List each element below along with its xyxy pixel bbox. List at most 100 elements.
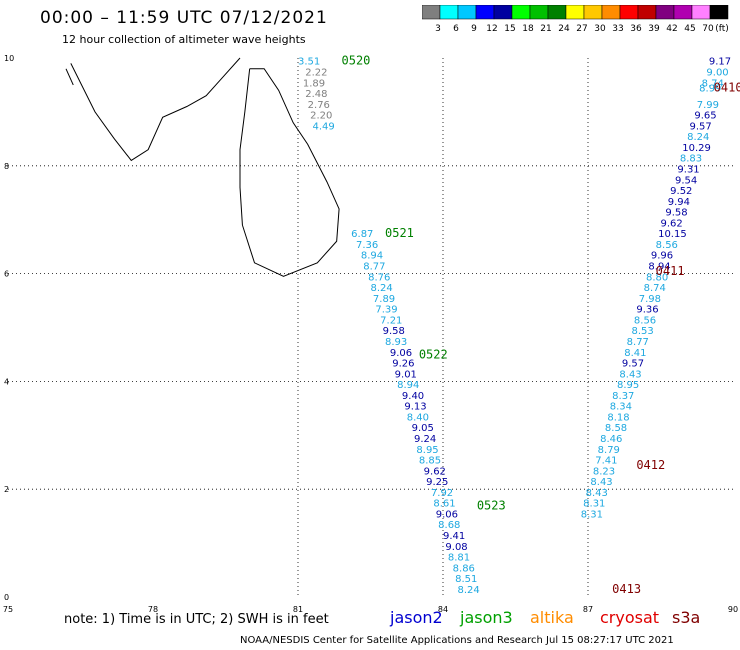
wave-height-label: 2.76 [308, 100, 330, 111]
wave-height-label: 7.41 [595, 456, 617, 467]
x-tick-label: 87 [583, 605, 593, 614]
wave-height-label: 8.61 [433, 499, 455, 510]
wave-height-label: 2.20 [310, 111, 332, 122]
pass-time-label: 0412 [636, 458, 665, 472]
wave-height-label: 8.94 [397, 380, 419, 391]
sri-lanka-coastline [239, 68, 340, 277]
colorbar-label: 70 [702, 24, 714, 34]
wave-height-label: 8.86 [453, 563, 475, 574]
wave-height-label: 8.79 [598, 445, 620, 456]
colorbar-label: 42 [666, 24, 677, 34]
wave-height-label: 3.51 [298, 57, 320, 68]
wave-height-label: 9.57 [690, 121, 712, 132]
footer-credit: NOAA/NESDIS Center for Satellite Applica… [240, 635, 674, 646]
wave-height-label: 9.57 [622, 359, 644, 370]
wave-height-label: 9.05 [412, 423, 434, 434]
legend-jason3: jason3 [460, 608, 513, 627]
wave-height-label: 7.98 [639, 294, 661, 305]
wave-height-label: 9.41 [443, 531, 465, 542]
wave-height-label: 9.52 [670, 186, 692, 197]
colorbar-label: 27 [576, 24, 587, 34]
wave-height-label: 7.36 [356, 240, 378, 251]
wave-height-label: 8.43 [586, 488, 608, 499]
wave-height-label: 8.81 [448, 553, 470, 564]
wave-height-label: 9.40 [402, 391, 424, 402]
colorbar-label: 6 [453, 24, 459, 34]
wave-height-label: 8.37 [612, 391, 634, 402]
wave-height-label: 8.77 [363, 262, 385, 273]
y-tick-label: 0 [4, 593, 9, 602]
wave-height-label: 9.31 [677, 164, 699, 175]
wave-height-label: 9.13 [404, 402, 426, 413]
coast-inlet [65, 68, 74, 86]
wave-height-label: 9.06 [390, 348, 412, 359]
wave-height-label: 4.49 [313, 121, 335, 132]
y-tick-label: 8 [4, 162, 9, 171]
wave-height-label: 7.39 [375, 305, 397, 316]
wave-height-label: 8.51 [455, 574, 477, 585]
wave-height-label: 7.92 [431, 488, 453, 499]
wave-height-label: 8.94 [361, 251, 383, 262]
wave-height-label: 1.89 [303, 78, 325, 89]
y-tick-label: 10 [4, 54, 14, 63]
wave-height-label: 9.65 [694, 111, 716, 122]
colorbar-label: 12 [486, 24, 497, 34]
wave-height-label: 9.94 [668, 197, 690, 208]
wave-height-label: 9.17 [709, 57, 731, 68]
wave-height-label: 8.95 [416, 445, 438, 456]
colorbar-label: 3 [435, 24, 441, 34]
wave-height-label: 8.77 [627, 337, 649, 348]
x-tick-label: 84 [438, 605, 448, 614]
pass-time-label: 0410 [714, 81, 740, 95]
wave-height-label: 8.95 [617, 380, 639, 391]
pass-time-label: 0521 [385, 226, 414, 240]
wave-height-label: 8.74 [644, 283, 666, 294]
wave-height-label: 9.25 [426, 477, 448, 488]
wave-height-label: 7.99 [697, 100, 719, 111]
wave-height-label: 8.74 [702, 78, 724, 89]
wave-height-label: 7.21 [380, 315, 402, 326]
wave-height-label: 8.34 [610, 402, 632, 413]
x-tick-label: 78 [148, 605, 158, 614]
colorbar-label: 9 [471, 24, 477, 34]
wave-height-label: 10.29 [682, 143, 711, 154]
wave-height-label: 8.68 [438, 520, 460, 531]
wave-height-label: 9.96 [651, 251, 673, 262]
colorbar-label: 36 [630, 24, 642, 34]
colorbar-label: 30 [594, 24, 606, 34]
wave-height-label: 8.85 [419, 456, 441, 467]
pass-time-label: 0523 [477, 498, 506, 512]
x-tick-label: 81 [293, 605, 303, 614]
wave-height-label: 10.15 [658, 229, 687, 240]
wave-height-label: 8.24 [687, 132, 709, 143]
wave-height-label: 9.58 [383, 326, 405, 337]
y-tick-label: 4 [4, 377, 9, 386]
colorbar-label: 45 [684, 24, 695, 34]
wave-height-label: 9.01 [395, 369, 417, 380]
wave-height-label: 6.87 [351, 229, 373, 240]
wave-height-label: 9.58 [665, 208, 687, 219]
wave-height-label: 2.48 [305, 89, 327, 100]
wave-height-label: 9.08 [445, 542, 467, 553]
y-tick-label: 2 [4, 485, 9, 494]
india-coastline [70, 57, 241, 162]
colorbar-label: 18 [522, 24, 534, 34]
wave-height-label: 8.76 [368, 272, 390, 283]
wave-height-label: 8.99 [699, 84, 721, 95]
wave-height-label: 9.26 [392, 359, 414, 370]
colorbar-label: 24 [558, 24, 570, 34]
wave-height-label: 8.31 [581, 509, 603, 520]
wave-height-label: 8.94 [648, 262, 670, 273]
wave-height-label: 8.40 [407, 412, 429, 423]
wave-height-label: 8.58 [605, 423, 627, 434]
colorbar-legend: 3 6 9 12 15 18 21 24 27 30 33 36 39 42 45 70 (ft) [422, 5, 729, 34]
colorbar-label: 21 [540, 24, 551, 34]
wave-height-label: 8.56 [634, 315, 656, 326]
wave-height-label: 9.36 [636, 305, 658, 316]
wave-height-label: 8.53 [632, 326, 654, 337]
colorbar-unit: (ft) [715, 24, 729, 34]
legend-s3a: s3a [672, 608, 701, 627]
wave-height-label: 8.93 [385, 337, 407, 348]
wave-height-label: 7.89 [373, 294, 395, 305]
